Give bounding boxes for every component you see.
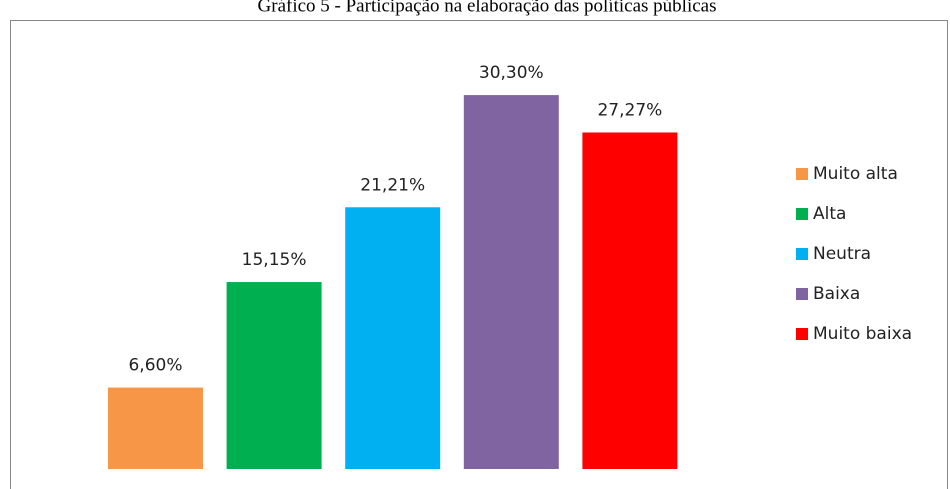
bar <box>345 207 441 469</box>
value-label: 30,30% <box>479 63 544 83</box>
bar <box>463 95 559 470</box>
legend-label: Muito alta <box>813 164 898 184</box>
legend-label: Neutra <box>813 244 871 264</box>
legend-swatch <box>796 328 808 340</box>
value-label: 6,60% <box>128 356 182 376</box>
value-label: 15,15% <box>242 250 307 270</box>
legend-swatch <box>796 288 808 300</box>
legend-swatch <box>796 168 808 180</box>
chart-title: Gráfico 5 - Participação na elaboração d… <box>258 0 717 16</box>
legend-swatch <box>796 248 808 260</box>
value-label: 27,27% <box>597 100 662 120</box>
bar <box>226 282 322 469</box>
value-label: 21,21% <box>360 175 425 195</box>
legend-label: Baixa <box>813 284 860 304</box>
bar <box>582 132 678 469</box>
legend-swatch <box>796 208 808 220</box>
legend-label: Alta <box>813 204 846 224</box>
legend-label: Muito baixa <box>813 324 912 344</box>
bar <box>108 387 203 469</box>
